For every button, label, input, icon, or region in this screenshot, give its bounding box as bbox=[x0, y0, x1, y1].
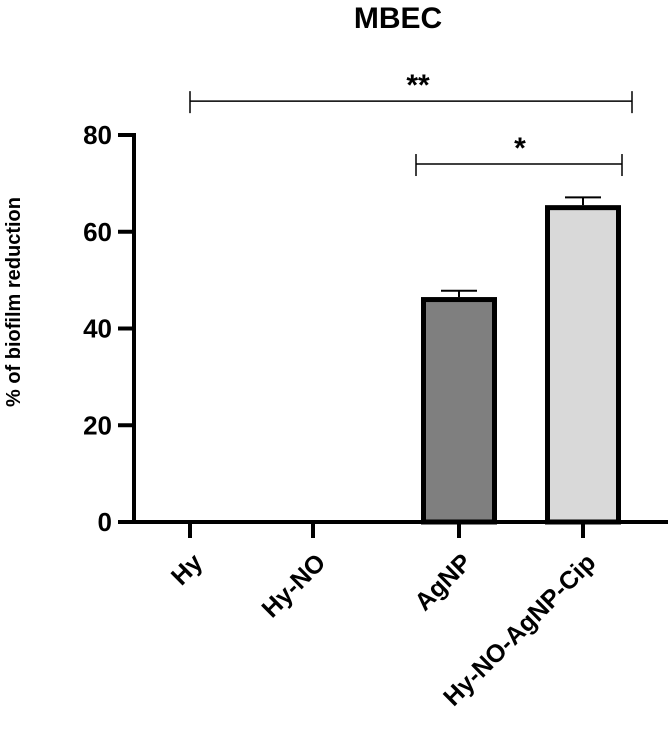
bar-3 bbox=[421, 297, 497, 525]
x-tick-label-2: Hy-NO bbox=[256, 548, 331, 623]
bar-4 bbox=[545, 205, 621, 525]
x-tick-label-3: AgNP bbox=[409, 548, 477, 616]
chart-title: MBEC bbox=[354, 2, 442, 35]
y-tick-label-0: 0 bbox=[98, 507, 112, 537]
y-tick-label-60: 60 bbox=[83, 217, 112, 247]
significance-label-2: * bbox=[514, 132, 526, 165]
y-tick-label-80: 80 bbox=[83, 120, 112, 150]
significance-label-1: ** bbox=[406, 69, 430, 102]
x-tick-label-1: Hy bbox=[166, 548, 208, 590]
y-tick-label-20: 20 bbox=[83, 410, 112, 440]
y-tick-label-40: 40 bbox=[83, 314, 112, 344]
y-axis-label: % of biofilm reduction bbox=[3, 197, 25, 407]
